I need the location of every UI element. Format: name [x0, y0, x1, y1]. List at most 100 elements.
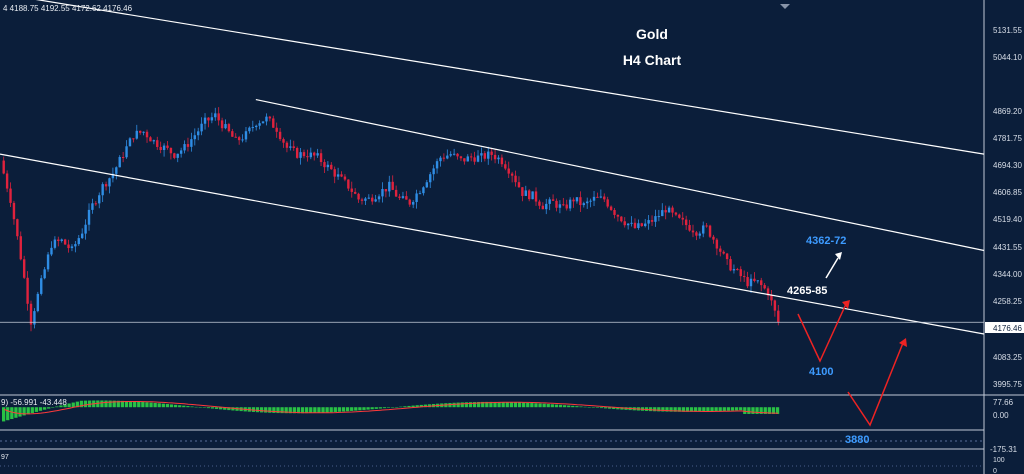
candle-body	[545, 203, 548, 210]
candle-body	[135, 130, 138, 139]
macd-bar	[165, 404, 170, 408]
macd-bar	[472, 402, 477, 408]
candle-body	[524, 190, 527, 196]
candle-body	[132, 138, 135, 140]
macd-bar	[284, 407, 288, 414]
candle-body	[115, 167, 118, 174]
macd-bar	[374, 407, 378, 409]
macd-bar	[341, 407, 346, 412]
candle-body	[493, 154, 497, 160]
candle-body	[435, 161, 439, 169]
macd-bar	[198, 407, 202, 408]
macd-bar	[223, 407, 227, 410]
price-tick: 4781.75	[993, 134, 1022, 143]
candle-body	[183, 144, 186, 151]
candle-body	[446, 155, 449, 159]
candle-body	[224, 124, 227, 129]
candle-body	[514, 175, 517, 183]
candle-body	[405, 196, 408, 200]
candle-body	[377, 196, 381, 200]
macd-bar	[526, 402, 530, 408]
candle-body	[476, 155, 480, 162]
candle-body	[719, 248, 722, 252]
candle-body	[674, 212, 678, 215]
macd-bar	[382, 407, 387, 409]
macd-bar	[305, 407, 309, 414]
candle-body	[67, 244, 70, 249]
candle-body	[586, 201, 589, 204]
macd-bar	[178, 405, 182, 408]
macd-bar	[210, 407, 215, 409]
macd-bar	[562, 405, 567, 408]
price-tick: 5131.55	[993, 26, 1022, 35]
macd-bar	[10, 407, 14, 420]
candle-body	[589, 200, 592, 202]
candle-body	[408, 199, 411, 205]
candle-body	[200, 123, 203, 132]
candle-body	[12, 202, 16, 220]
macd-bar	[747, 407, 751, 414]
macd-bar	[571, 405, 575, 408]
macd-bar	[194, 406, 198, 408]
candle-body	[142, 131, 145, 133]
macd-bar	[775, 407, 780, 414]
candle-body	[517, 182, 521, 188]
candle-body	[705, 225, 708, 227]
macd-bar	[272, 407, 276, 413]
candle-body	[650, 220, 654, 222]
macd-axis-tick: 77.66	[993, 398, 1014, 407]
price-tick: 4431.55	[993, 243, 1022, 252]
macd-bar	[415, 405, 419, 408]
macd-bar	[300, 407, 305, 414]
candle-body	[26, 277, 29, 304]
price-tick: 4694.30	[993, 161, 1022, 170]
candle-body	[159, 146, 162, 151]
candle-body	[173, 153, 176, 158]
candle-body	[50, 247, 53, 255]
macd-bar	[616, 407, 620, 410]
candle-body	[80, 233, 84, 239]
candle-body	[309, 152, 313, 158]
candle-body	[504, 164, 507, 169]
macd-bar	[579, 406, 583, 408]
macd-bar	[603, 407, 608, 409]
macd-bar	[399, 406, 403, 408]
macd-bar	[657, 407, 661, 412]
candle-body	[398, 196, 401, 198]
macd-bar	[333, 407, 337, 413]
macd-bar	[42, 407, 47, 410]
candle-body	[548, 199, 551, 204]
target-label: 4362-72	[806, 235, 846, 247]
candle-body	[251, 127, 255, 129]
macd-bar	[493, 401, 497, 408]
macd-bar	[452, 402, 456, 408]
macd-bar	[468, 402, 473, 408]
macd-bar	[370, 407, 374, 410]
candle-body	[684, 219, 688, 226]
candle-body	[306, 156, 309, 158]
candle-body	[91, 203, 94, 210]
candle-body	[299, 152, 302, 158]
candle-body	[364, 198, 367, 201]
candle-body	[715, 239, 719, 249]
macd-bar	[395, 407, 399, 408]
macd-bar	[710, 407, 714, 412]
macd-bar	[509, 402, 514, 408]
price-tick: 4083.25	[993, 353, 1022, 362]
candle-body	[616, 214, 620, 217]
candle-body	[613, 209, 616, 215]
candle-body	[773, 300, 777, 311]
macd-bar	[497, 401, 501, 408]
candle-body	[121, 157, 125, 159]
scroll-marker-icon[interactable]	[780, 4, 790, 9]
macd-bar	[104, 400, 108, 408]
candle-body	[265, 116, 268, 122]
candle-body	[179, 150, 183, 154]
macd-bar	[133, 401, 137, 408]
candle-body	[248, 127, 251, 132]
candle-body	[214, 113, 217, 118]
macd-bar	[767, 407, 771, 414]
price-tick: 4519.40	[993, 215, 1022, 224]
candle-body	[237, 137, 241, 141]
candle-body	[510, 173, 514, 176]
